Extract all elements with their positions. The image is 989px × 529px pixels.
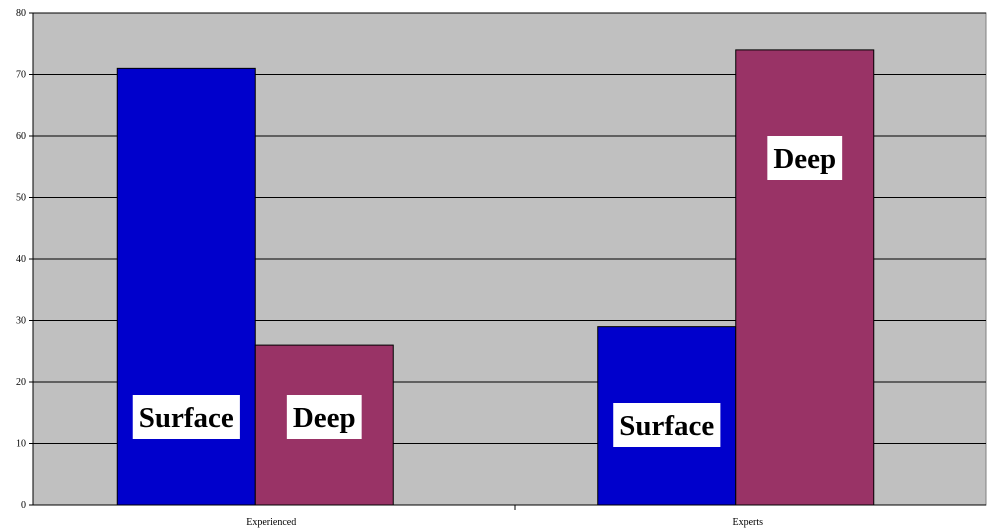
bar-label-text: Deep: [293, 402, 356, 434]
x-axis-category-labels: Experienced Experts: [246, 517, 763, 528]
y-tick-label: 60: [16, 131, 26, 142]
y-tick-label: 30: [16, 316, 26, 327]
bar-label-box: [286, 395, 362, 439]
bar-label-box: [767, 136, 843, 180]
bar-deep-experts: [735, 49, 875, 506]
bar-label-text: Surface: [619, 410, 714, 442]
bar-labels: Surface Deep Surface Deep: [132, 136, 843, 447]
y-tick-label: 10: [16, 439, 26, 450]
y-tick-label: 80: [16, 8, 26, 19]
bar-label-box: [613, 403, 721, 447]
bar-label-box: [132, 395, 240, 439]
x-category-label: Experts: [732, 517, 763, 528]
y-tick-label: 70: [16, 70, 26, 81]
bar-label-surface-experienced: Surface: [132, 395, 240, 439]
bar-label-deep-experts: Deep: [767, 136, 843, 180]
y-tick-label: 40: [16, 254, 26, 265]
bar-label-surface-experts: Surface: [613, 403, 721, 447]
bar-label-deep-experienced: Deep: [286, 395, 362, 439]
y-tick-label: 50: [16, 193, 26, 204]
y-axis-tick-labels: 0 10 20 30 40 50 60 70 80: [16, 8, 26, 511]
y-tick-label: 0: [21, 500, 26, 511]
bar-label-text: Surface: [139, 402, 234, 434]
bar-label-text: Deep: [773, 143, 836, 175]
x-category-label: Experienced: [246, 517, 296, 528]
y-tick-label: 20: [16, 377, 26, 388]
bar-surface-experienced: [116, 67, 256, 506]
